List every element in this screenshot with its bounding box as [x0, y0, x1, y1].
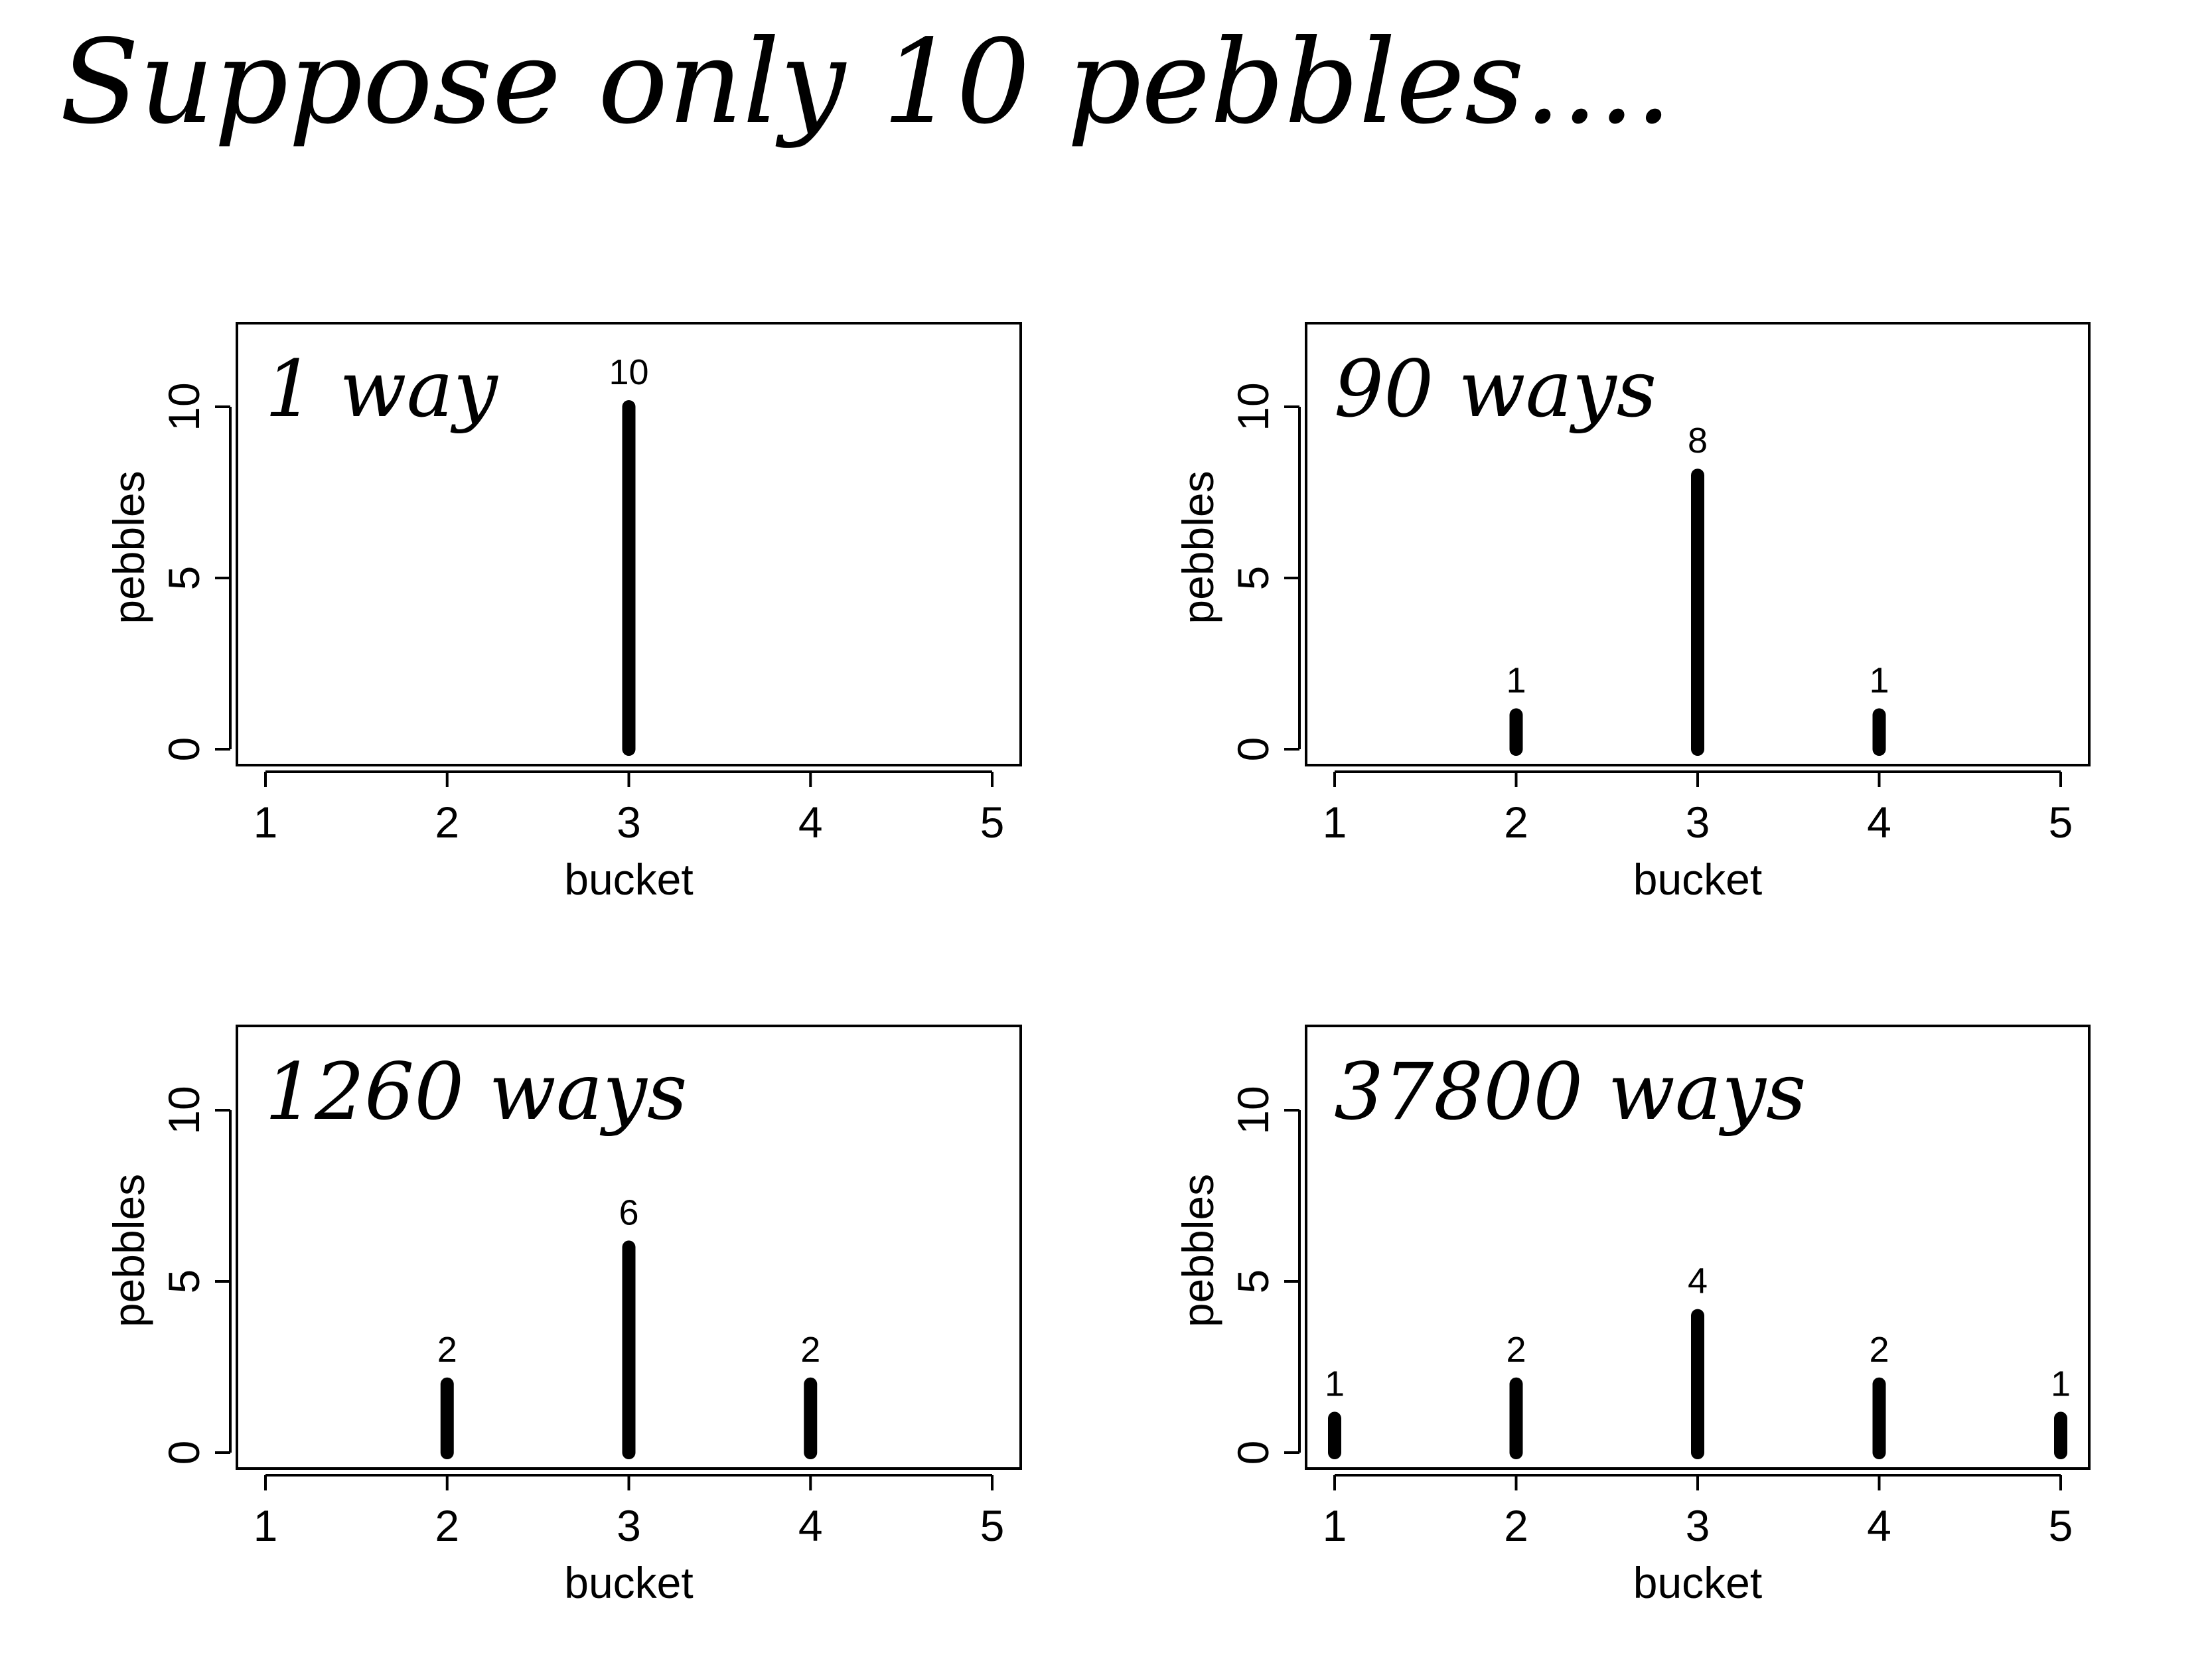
panel-3-y-tick-label: 0 [159, 1441, 208, 1465]
panel-1-x-tick-label: 5 [980, 798, 1005, 847]
panel-4-y-tick-label: 5 [1228, 1269, 1278, 1294]
panel-2-x-tick-label: 5 [2049, 798, 2073, 847]
panel-2-title: 90 ways [1334, 343, 1657, 435]
panel-3-bar-label: 6 [619, 1192, 638, 1232]
panel-4-x-tick-label: 2 [1504, 1501, 1528, 1550]
panel-4-x-axis-title: bucket [1633, 1558, 1762, 1607]
panel-3-frame [236, 1025, 1022, 1470]
panel-2-x-tick-label: 2 [1504, 798, 1528, 847]
panel-4-x-tick-label: 4 [1867, 1501, 1891, 1550]
panel-1-x-axis-title: bucket [564, 855, 693, 904]
panel-4-bar-label: 2 [1869, 1330, 1889, 1370]
panel-3-bar-label: 2 [800, 1330, 820, 1370]
panel-2-x-tick-label: 1 [1323, 798, 1347, 847]
panel-4-bar-label: 2 [1506, 1330, 1526, 1370]
panel-1-bar-label: 10 [609, 352, 648, 392]
panel-4-x-tick-label: 1 [1323, 1501, 1347, 1550]
panel-1-y-tick-label: 10 [159, 382, 208, 431]
panel-2-x-tick-label: 3 [1686, 798, 1710, 847]
panel-2-y-axis-title: pebbles [1173, 470, 1222, 624]
panel-1-frame [236, 322, 1022, 766]
panel-1-y-axis-title: pebbles [104, 470, 153, 624]
panel-3-x-tick-label: 5 [980, 1501, 1005, 1550]
panel-2-y-tick-label: 5 [1228, 566, 1278, 591]
panel-3-x-axis-title: bucket [564, 1558, 693, 1607]
panel-1-y-tick-label: 5 [159, 566, 208, 591]
panel-1-x-tick-label: 2 [435, 798, 459, 847]
panel-3-y-axis-title: pebbles [104, 1174, 153, 1327]
panel-2-y-tick-label: 0 [1228, 737, 1278, 762]
panel-1-x-tick-label: 3 [617, 798, 641, 847]
panel-1-title: 1 way [265, 343, 498, 435]
panel-3-x-tick-label: 1 [254, 1501, 278, 1550]
panel-4-title: 37800 ways [1334, 1046, 1806, 1137]
panel-1-x-tick-label: 1 [254, 798, 278, 847]
panel-2-bar-label: 8 [1688, 421, 1708, 461]
panel-4-bar-label: 1 [2051, 1364, 2071, 1404]
panel-4-x-tick-label: 3 [1686, 1501, 1710, 1550]
panel-1-y-tick-label: 0 [159, 737, 208, 762]
panel-3-x-tick-label: 3 [617, 1501, 641, 1550]
panel-2-x-tick-label: 4 [1867, 798, 1891, 847]
slide-title: Suppose only 10 pebbles.... [60, 15, 1672, 150]
panel-2-y-tick-label: 10 [1228, 382, 1278, 431]
panel-4-x-tick-label: 5 [2049, 1501, 2073, 1550]
panel-3-y-tick-label: 5 [159, 1269, 208, 1294]
panel-3-bar-label: 2 [437, 1330, 457, 1370]
panel-4-y-tick-label: 0 [1228, 1441, 1278, 1465]
panel-3-title: 1260 ways [265, 1046, 687, 1137]
panel-4-bar-label: 1 [1325, 1364, 1345, 1404]
panel-4-y-axis-title: pebbles [1173, 1174, 1222, 1327]
panel-3-x-tick-label: 4 [798, 1501, 823, 1550]
panel-2-bar-label: 1 [1506, 660, 1526, 700]
panel-4-y-tick-label: 10 [1228, 1086, 1278, 1134]
panel-3-y-tick-label: 10 [159, 1086, 208, 1134]
panel-2-x-axis-title: bucket [1633, 855, 1762, 904]
panel-2-bar-label: 1 [1869, 660, 1889, 700]
panel-4-bar-label: 4 [1688, 1262, 1708, 1301]
panel-3-x-tick-label: 2 [435, 1501, 459, 1550]
panel-4-frame [1305, 1025, 2091, 1470]
panel-1-x-tick-label: 4 [798, 798, 823, 847]
panel-2-frame [1305, 322, 2091, 766]
